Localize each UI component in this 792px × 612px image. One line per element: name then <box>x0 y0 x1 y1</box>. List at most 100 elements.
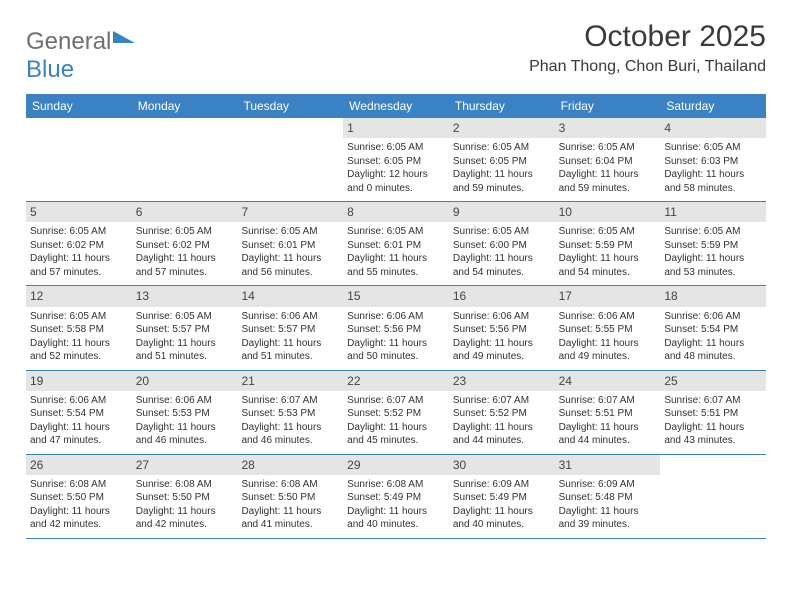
day-cell: 19Sunrise: 6:06 AMSunset: 5:54 PMDayligh… <box>26 371 132 454</box>
weekday-header: Thursday <box>449 94 555 118</box>
day-number: 4 <box>660 118 766 138</box>
day-cell: 24Sunrise: 6:07 AMSunset: 5:51 PMDayligh… <box>555 371 661 454</box>
day-detail-line: Sunrise: 6:08 AM <box>241 478 339 492</box>
day-cell: 8Sunrise: 6:05 AMSunset: 6:01 PMDaylight… <box>343 202 449 285</box>
day-detail-line: Sunset: 6:02 PM <box>30 239 128 253</box>
day-detail-line: Sunrise: 6:05 AM <box>664 141 762 155</box>
day-cell: 5 Sunrise: 6:05 AMSunset: 6:02 PMDaylight… <box>26 202 132 285</box>
day-cell: 29Sunrise: 6:08 AMSunset: 5:49 PMDayligh… <box>343 455 449 538</box>
day-number: 11 <box>660 202 766 222</box>
day-detail-line: Daylight: 11 hours and 46 minutes. <box>136 421 234 448</box>
day-detail-line: Daylight: 11 hours and 54 minutes. <box>453 252 551 279</box>
day-detail-line: Daylight: 11 hours and 40 minutes. <box>347 505 445 532</box>
day-detail-line: Sunset: 6:03 PM <box>664 155 762 169</box>
day-detail-line: Sunset: 5:57 PM <box>136 323 234 337</box>
day-detail-line: Daylight: 11 hours and 49 minutes. <box>453 337 551 364</box>
day-detail-line: Sunrise: 6:05 AM <box>30 310 128 324</box>
day-detail-line: Sunrise: 6:06 AM <box>664 310 762 324</box>
weekday-header: Saturday <box>660 94 766 118</box>
day-cell: 15Sunrise: 6:06 AMSunset: 5:56 PMDayligh… <box>343 286 449 369</box>
day-detail-line: Sunrise: 6:05 AM <box>664 225 762 239</box>
day-detail-line: Sunset: 5:58 PM <box>30 323 128 337</box>
header: General Blue October 2025 Phan Thong, Ch… <box>26 20 766 84</box>
day-detail-line: Sunrise: 6:05 AM <box>241 225 339 239</box>
logo-triangle-icon <box>113 31 135 43</box>
day-detail-line: Sunrise: 6:05 AM <box>136 225 234 239</box>
day-detail-line: Daylight: 11 hours and 42 minutes. <box>136 505 234 532</box>
weekday-header: Sunday <box>26 94 132 118</box>
day-detail-line: Sunset: 6:05 PM <box>453 155 551 169</box>
week-row: 12Sunrise: 6:05 AMSunset: 5:58 PMDayligh… <box>26 286 766 370</box>
day-cell: 23Sunrise: 6:07 AMSunset: 5:52 PMDayligh… <box>449 371 555 454</box>
day-cell: 17Sunrise: 6:06 AMSunset: 5:55 PMDayligh… <box>555 286 661 369</box>
day-number: 10 <box>555 202 661 222</box>
day-detail-line: Sunrise: 6:07 AM <box>453 394 551 408</box>
day-detail-line: Sunrise: 6:07 AM <box>559 394 657 408</box>
day-detail-line: Sunrise: 6:05 AM <box>136 310 234 324</box>
day-cell: 9Sunrise: 6:05 AMSunset: 6:00 PMDaylight… <box>449 202 555 285</box>
day-detail-line: Daylight: 11 hours and 44 minutes. <box>453 421 551 448</box>
day-detail-line: Sunrise: 6:06 AM <box>453 310 551 324</box>
day-detail-line: Sunset: 5:51 PM <box>559 407 657 421</box>
day-number: 31 <box>555 455 661 475</box>
day-detail-line: Sunrise: 6:08 AM <box>136 478 234 492</box>
day-detail-line: Daylight: 11 hours and 59 minutes. <box>453 168 551 195</box>
day-number: 5 <box>26 202 132 222</box>
day-detail-line: Sunset: 6:01 PM <box>347 239 445 253</box>
day-detail-line: Sunset: 5:50 PM <box>136 491 234 505</box>
day-detail-line: Sunrise: 6:05 AM <box>30 225 128 239</box>
day-detail-line: Daylight: 11 hours and 51 minutes. <box>136 337 234 364</box>
day-detail-line: Sunrise: 6:09 AM <box>559 478 657 492</box>
day-detail-line: Sunset: 5:59 PM <box>559 239 657 253</box>
day-detail-line: Sunset: 5:50 PM <box>30 491 128 505</box>
day-detail-line: Daylight: 11 hours and 58 minutes. <box>664 168 762 195</box>
day-cell: 2Sunrise: 6:05 AMSunset: 6:05 PMDaylight… <box>449 118 555 201</box>
day-detail-line: Daylight: 11 hours and 46 minutes. <box>241 421 339 448</box>
day-number: 1 <box>343 118 449 138</box>
day-cell: 1Sunrise: 6:05 AMSunset: 6:05 PMDaylight… <box>343 118 449 201</box>
day-detail-line: Sunset: 6:05 PM <box>347 155 445 169</box>
day-detail-line: Daylight: 11 hours and 47 minutes. <box>30 421 128 448</box>
day-detail-line: Daylight: 11 hours and 40 minutes. <box>453 505 551 532</box>
day-detail-line: Daylight: 11 hours and 54 minutes. <box>559 252 657 279</box>
day-detail-line: Sunrise: 6:05 AM <box>347 225 445 239</box>
day-detail-line: Daylight: 11 hours and 57 minutes. <box>136 252 234 279</box>
day-detail-line: Daylight: 11 hours and 55 minutes. <box>347 252 445 279</box>
day-detail-line: Daylight: 11 hours and 52 minutes. <box>30 337 128 364</box>
logo-text: General Blue <box>26 28 135 84</box>
day-detail-line: Sunrise: 6:09 AM <box>453 478 551 492</box>
day-cell: 16Sunrise: 6:06 AMSunset: 5:56 PMDayligh… <box>449 286 555 369</box>
week-row: 19Sunrise: 6:06 AMSunset: 5:54 PMDayligh… <box>26 371 766 455</box>
day-detail-line: Sunset: 5:52 PM <box>453 407 551 421</box>
day-detail-line: Sunset: 5:49 PM <box>453 491 551 505</box>
day-cell: 4 Sunrise: 6:05 AMSunset: 6:03 PMDaylight… <box>660 118 766 201</box>
day-cell: 21Sunrise: 6:07 AMSunset: 5:53 PMDayligh… <box>237 371 343 454</box>
day-cell: 28Sunrise: 6:08 AMSunset: 5:50 PMDayligh… <box>237 455 343 538</box>
day-number: 9 <box>449 202 555 222</box>
weekday-header: Wednesday <box>343 94 449 118</box>
day-detail-line: Daylight: 11 hours and 57 minutes. <box>30 252 128 279</box>
day-number: 14 <box>237 286 343 306</box>
day-detail-line: Sunrise: 6:05 AM <box>453 225 551 239</box>
day-detail-line: Daylight: 11 hours and 49 minutes. <box>559 337 657 364</box>
day-detail-line: Daylight: 11 hours and 42 minutes. <box>30 505 128 532</box>
day-cell: 27Sunrise: 6:08 AMSunset: 5:50 PMDayligh… <box>132 455 238 538</box>
day-cell: 26Sunrise: 6:08 AMSunset: 5:50 PMDayligh… <box>26 455 132 538</box>
day-cell <box>26 118 132 201</box>
week-row: 5Sunrise: 6:05 AMSunset: 6:02 PMDaylight… <box>26 202 766 286</box>
weekday-header: Tuesday <box>237 94 343 118</box>
day-detail-line: Daylight: 11 hours and 41 minutes. <box>241 505 339 532</box>
day-detail-line: Daylight: 11 hours and 53 minutes. <box>664 252 762 279</box>
day-detail-line: Sunset: 5:57 PM <box>241 323 339 337</box>
day-number: 2 <box>449 118 555 138</box>
day-number: 16 <box>449 286 555 306</box>
day-number: 15 <box>343 286 449 306</box>
day-detail-line: Daylight: 11 hours and 50 minutes. <box>347 337 445 364</box>
day-detail-line: Daylight: 11 hours and 48 minutes. <box>664 337 762 364</box>
day-number: 26 <box>26 455 132 475</box>
day-cell: 22Sunrise: 6:07 AMSunset: 5:52 PMDayligh… <box>343 371 449 454</box>
day-detail-line: Sunrise: 6:05 AM <box>347 141 445 155</box>
day-detail-line: Sunrise: 6:07 AM <box>347 394 445 408</box>
day-number: 21 <box>237 371 343 391</box>
day-number: 19 <box>26 371 132 391</box>
